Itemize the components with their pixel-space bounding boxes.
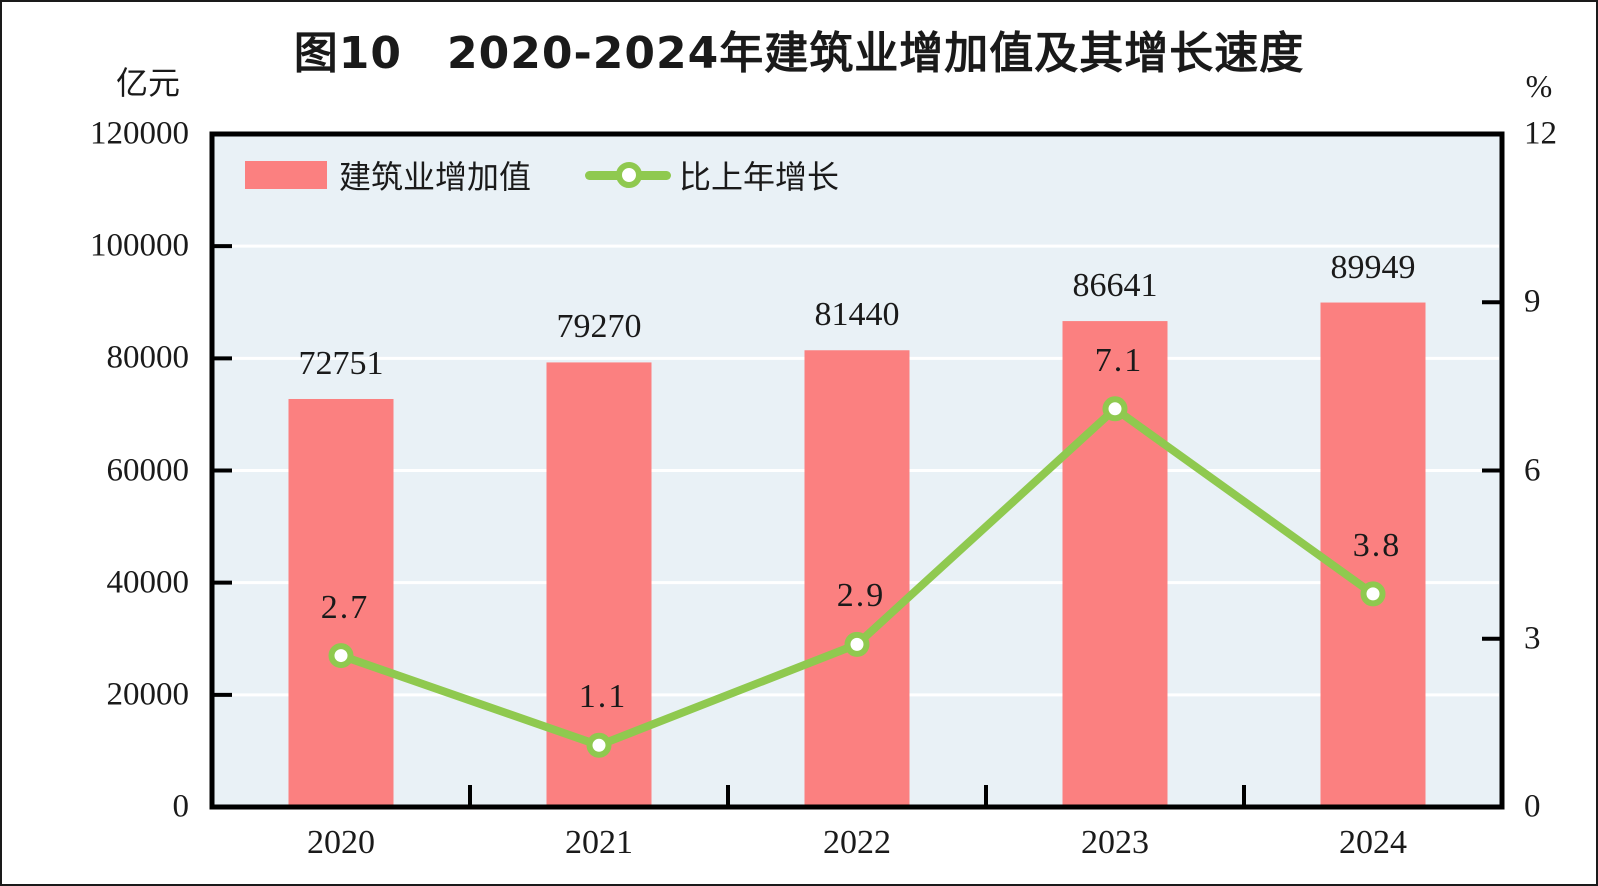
x-axis-category-label: 2020 [307, 824, 375, 861]
growth-value-label: 1.1 [578, 678, 628, 716]
growth-line-marker [844, 631, 870, 657]
chart-title: 图10 2020-2024年建筑业增加值及其增长速度 [293, 28, 1305, 79]
growth-line-marker [586, 732, 612, 758]
left-axis-tick-label: 100000 [90, 227, 189, 264]
bar-value-label: 79270 [556, 308, 642, 346]
right-axis-tick-label: 12 [1524, 115, 1557, 152]
x-axis-category-label: 2021 [565, 824, 633, 861]
bar-value-label: 81440 [814, 296, 900, 334]
bar [1062, 321, 1168, 807]
legend-line-label: 比上年增长 [679, 159, 840, 195]
legend-bar-swatch-icon [245, 161, 327, 189]
growth-value-label: 2.7 [320, 588, 370, 626]
growth-line-marker [1102, 396, 1128, 422]
bar [1320, 302, 1426, 807]
left-axis-tick-label: 80000 [106, 339, 190, 376]
left-axis-unit-label: 亿元 [115, 65, 180, 101]
right-axis-tick-label: 9 [1524, 283, 1541, 320]
right-axis-tick-label: 0 [1524, 788, 1541, 825]
growth-value-label: 2.9 [836, 577, 886, 615]
right-axis-unit-label: % [1525, 68, 1553, 104]
bar [288, 398, 394, 807]
left-axis-tick-label: 20000 [106, 676, 190, 713]
left-axis-tick-label: 60000 [106, 452, 190, 488]
x-axis-category-label: 2022 [823, 824, 891, 861]
left-axis-tick-label: 40000 [106, 564, 190, 601]
growth-line-marker [328, 643, 354, 669]
left-axis-tick-label: 120000 [90, 115, 189, 152]
legend-line-marker-icon [616, 162, 642, 188]
x-axis-category-label: 2024 [1339, 824, 1407, 861]
bar [804, 350, 910, 807]
bar-value-label: 86641 [1072, 267, 1158, 305]
bar-value-label: 72751 [298, 344, 384, 382]
growth-value-label: 3.8 [1352, 526, 1402, 564]
growth-line-marker [1360, 581, 1386, 607]
right-axis-tick-label: 6 [1524, 452, 1541, 488]
bar-value-label: 89949 [1330, 248, 1416, 286]
growth-value-label: 7.1 [1094, 341, 1144, 379]
x-axis-category-label: 2023 [1081, 824, 1149, 861]
left-axis-tick-label: 0 [172, 788, 190, 825]
legend-bar-label: 建筑业增加值 [339, 159, 532, 195]
right-axis-tick-label: 3 [1524, 620, 1541, 657]
